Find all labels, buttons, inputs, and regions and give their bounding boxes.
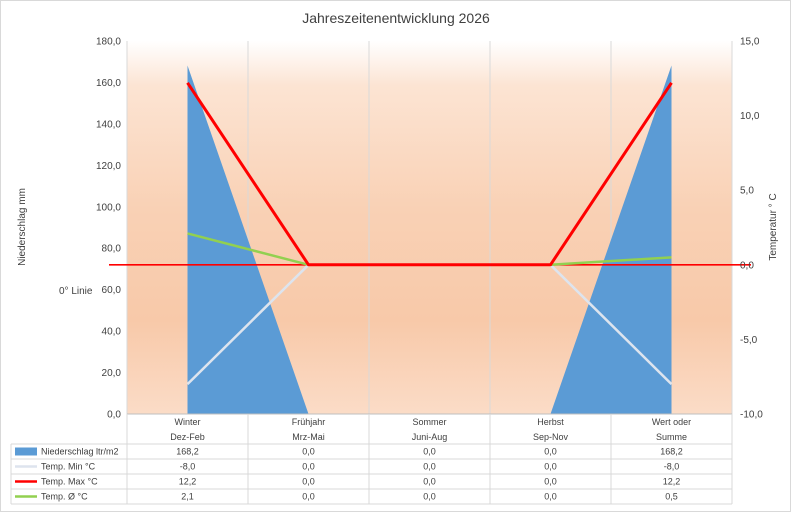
y-left-tick-label: 80,0 (102, 244, 122, 255)
table-cell: 0,0 (423, 477, 436, 487)
y-left-tick-label: 20,0 (102, 368, 122, 379)
table-cell: 0,0 (544, 447, 557, 457)
table-cell: 0,5 (665, 492, 678, 502)
y-left-tick-label: 0,0 (107, 410, 121, 421)
y-right-tick-label: -10,0 (740, 410, 763, 421)
table-cell: 0,0 (544, 462, 557, 472)
y-right-tick-label: 10,0 (740, 111, 760, 122)
legend-label: Niederschlag ltr/m2 (41, 447, 119, 457)
category-label: Sommer (412, 417, 446, 427)
table-cell: -8,0 (664, 462, 680, 472)
category-sublabel: Mrz-Mai (292, 432, 325, 442)
data-table: Winter Dez-Feb Frühjahr Mrz-Mai Sommer Juni-A… (10, 414, 733, 505)
category-sublabel: Dez-Feb (170, 432, 205, 442)
table-cell: 0,0 (302, 462, 315, 472)
y-left-tick-label: 180,0 (96, 37, 121, 48)
table-cell: 0,0 (423, 447, 436, 457)
table-cell: 0,0 (302, 447, 315, 457)
y-left-tick-label: 140,0 (96, 119, 121, 130)
table-cell: -8,0 (180, 462, 196, 472)
y-left-tick-label: 60,0 (102, 285, 122, 296)
y-axis-right-title: Temperatur ° C (768, 193, 779, 260)
zero-line-label: 0° Linie (59, 286, 93, 297)
gridlines (126, 41, 733, 414)
legend-label: Temp. Max °C (41, 477, 98, 487)
legend-label: Temp. Min °C (41, 462, 96, 472)
table-cell: 168,2 (176, 447, 199, 457)
legend-label: Temp. Ø °C (41, 492, 88, 502)
area-series-niederschlag (187, 65, 672, 415)
axes: 0,0 20,0 40,0 60,0 80,0 100,0 120,0 140,0 160,0 1… (96, 37, 763, 421)
table-cell: 168,2 (660, 447, 683, 457)
table-cell: 0,0 (544, 492, 557, 502)
category-sublabel: Juni-Aug (412, 432, 448, 442)
table-cell: 0,0 (544, 477, 557, 487)
chart-title: Jahreszeitenentwicklung 2026 (302, 10, 490, 26)
table-cell: 2,1 (181, 492, 194, 502)
category-label: Frühjahr (292, 417, 326, 427)
y-axis-left-title: Niederschlag mm (17, 188, 28, 266)
line-series-temp-max (186, 81, 673, 267)
category-label: Herbst (537, 417, 564, 427)
y-right-tick-label: 15,0 (740, 37, 760, 48)
y-left-tick-label: 40,0 (102, 327, 122, 338)
table-cell: 12,2 (179, 477, 197, 487)
category-sublabel: Summe (656, 432, 687, 442)
table-cell: 0,0 (302, 477, 315, 487)
y-left-tick-label: 100,0 (96, 202, 121, 213)
y-left-tick-label: 160,0 (96, 78, 121, 89)
series-layer (109, 65, 751, 415)
legend-swatch (15, 447, 37, 456)
table-cell: 0,0 (423, 462, 436, 472)
table-cell: 0,0 (423, 492, 436, 502)
y-right-tick-label: -5,0 (740, 335, 758, 346)
y-right-tick-label: 5,0 (740, 186, 754, 197)
category-label: Wert oder (652, 417, 691, 427)
category-label: Winter (174, 417, 200, 427)
category-sublabel: Sep-Nov (533, 432, 569, 442)
y-right-tick-label: 0,0 (740, 260, 754, 271)
table-cell: 0,0 (302, 492, 315, 502)
table-cell: 12,2 (663, 477, 681, 487)
y-left-tick-label: 120,0 (96, 161, 121, 172)
